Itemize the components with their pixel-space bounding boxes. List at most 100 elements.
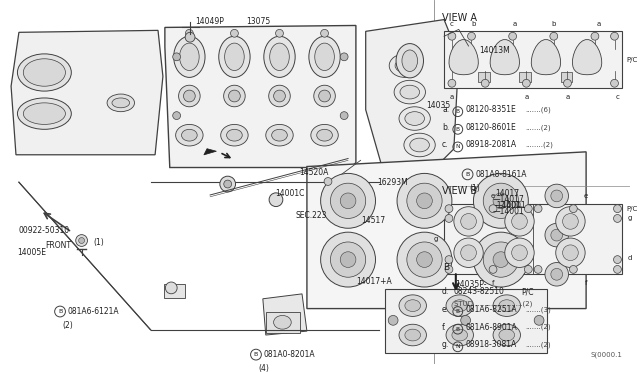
Ellipse shape (107, 94, 134, 112)
Text: 14001C: 14001C (276, 189, 305, 199)
Circle shape (445, 266, 453, 273)
Text: 13075: 13075 (246, 17, 271, 26)
Ellipse shape (112, 98, 130, 108)
Circle shape (611, 79, 618, 87)
Text: (4): (4) (258, 364, 269, 372)
Ellipse shape (219, 36, 250, 77)
Text: 14035P-: 14035P- (456, 280, 487, 289)
Text: c.: c. (442, 141, 449, 150)
Text: B: B (456, 109, 460, 114)
Text: 08918-3081A: 08918-3081A (466, 340, 517, 349)
Circle shape (563, 214, 579, 229)
Circle shape (505, 207, 534, 236)
Ellipse shape (493, 324, 520, 346)
Ellipse shape (399, 324, 426, 346)
Ellipse shape (274, 315, 291, 329)
Circle shape (551, 269, 563, 280)
Polygon shape (572, 40, 602, 75)
Circle shape (274, 90, 285, 102)
Circle shape (173, 53, 180, 61)
Circle shape (524, 266, 532, 273)
Text: b: b (552, 20, 556, 26)
Ellipse shape (400, 85, 420, 99)
Text: a: a (513, 20, 516, 26)
Text: P/C: P/C (627, 57, 637, 63)
Circle shape (511, 245, 527, 260)
Circle shape (324, 177, 332, 185)
Text: d: d (627, 255, 632, 261)
Bar (478, 73, 490, 82)
Circle shape (556, 238, 585, 267)
Circle shape (614, 205, 621, 212)
Circle shape (474, 173, 528, 228)
Text: 08120-8601E: 08120-8601E (466, 123, 516, 132)
Text: ........(2): ........(2) (525, 142, 553, 148)
Text: 14017: 14017 (495, 189, 519, 199)
Text: 14005E: 14005E (17, 248, 46, 257)
Ellipse shape (264, 36, 295, 77)
Circle shape (224, 180, 232, 188)
Circle shape (184, 90, 195, 102)
Text: a: a (524, 94, 529, 100)
Circle shape (534, 266, 542, 273)
Circle shape (388, 315, 398, 325)
Ellipse shape (23, 103, 65, 124)
Circle shape (614, 256, 621, 263)
Ellipse shape (221, 124, 248, 146)
Text: (2): (2) (62, 321, 73, 330)
Text: f: f (492, 280, 494, 286)
Circle shape (417, 193, 432, 209)
Circle shape (448, 79, 456, 87)
Text: b: b (471, 20, 476, 26)
Bar (444, 204, 622, 274)
Circle shape (489, 266, 497, 273)
Text: 081A0-8201A: 081A0-8201A (264, 350, 316, 359)
Polygon shape (365, 20, 459, 178)
Bar (561, 73, 572, 82)
Text: c: c (450, 20, 454, 26)
Circle shape (330, 183, 365, 218)
Ellipse shape (410, 138, 429, 152)
Text: .......(2): .......(2) (525, 324, 550, 330)
Circle shape (534, 315, 544, 325)
Circle shape (461, 245, 476, 260)
Text: d.: d. (442, 288, 449, 296)
Circle shape (319, 90, 330, 102)
Ellipse shape (269, 43, 289, 71)
Text: (1): (1) (470, 184, 480, 193)
Bar (385, 289, 547, 353)
Text: .......(2): .......(2) (525, 124, 550, 131)
Polygon shape (263, 294, 307, 335)
Ellipse shape (499, 300, 515, 311)
Circle shape (314, 85, 335, 107)
Circle shape (505, 238, 534, 267)
Circle shape (570, 205, 577, 212)
Text: —14001: —14001 (495, 201, 527, 210)
Circle shape (551, 190, 563, 202)
Text: —14017: —14017 (493, 195, 525, 204)
Ellipse shape (173, 36, 205, 77)
Circle shape (611, 32, 618, 40)
Circle shape (468, 32, 476, 40)
Text: 00922-50310: 00922-50310 (19, 226, 70, 235)
Text: 08918-2081A: 08918-2081A (466, 141, 516, 150)
Text: VIEW B: VIEW B (442, 186, 477, 196)
Text: 081A6-8251A: 081A6-8251A (466, 305, 517, 314)
Circle shape (556, 207, 585, 236)
Text: FRONT: FRONT (45, 241, 71, 250)
Ellipse shape (175, 124, 203, 146)
Bar (520, 73, 531, 82)
Ellipse shape (452, 300, 468, 311)
Circle shape (522, 79, 531, 87)
Text: g: g (627, 215, 632, 221)
Circle shape (185, 32, 195, 42)
Ellipse shape (405, 300, 420, 311)
Ellipse shape (17, 54, 71, 91)
Text: g: g (434, 236, 438, 242)
Circle shape (465, 45, 472, 53)
Circle shape (545, 223, 568, 247)
Ellipse shape (266, 124, 293, 146)
Circle shape (614, 266, 621, 273)
Circle shape (321, 232, 376, 287)
Ellipse shape (452, 329, 468, 341)
